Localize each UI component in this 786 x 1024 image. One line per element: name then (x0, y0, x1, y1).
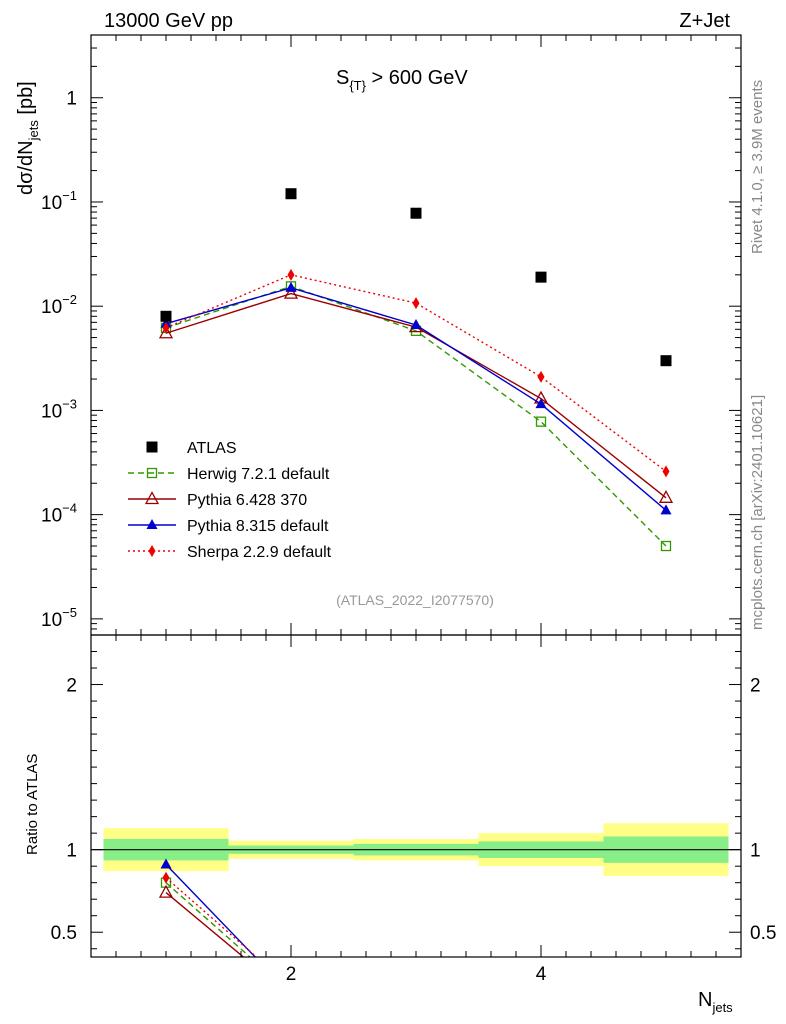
sherpa-marker (412, 297, 420, 310)
ratio-line (165, 877, 258, 957)
y-tick-label: 1 (66, 89, 77, 110)
ratio-tick-label-right: 1 (750, 841, 761, 862)
ratio-line (165, 882, 252, 957)
ratio-y-ticks (91, 634, 741, 950)
y-tick-label: 10−4 (41, 501, 77, 527)
data-marker (660, 355, 672, 367)
data-marker (535, 271, 547, 283)
legend: ATLAS Herwig 7.2.1 default Pythia 6.428 37… (128, 440, 332, 561)
ratio-panel: 2 4 0.5 0.5 1 1 2 2 (51, 35, 776, 985)
series-line (165, 285, 667, 547)
pythia6-marker (144, 491, 160, 505)
sherpa-marker (162, 871, 170, 884)
sherpa-marker (162, 321, 170, 334)
series-line (165, 274, 667, 472)
ratio-frame (90, 634, 742, 958)
sherpa-marker (662, 465, 670, 478)
data-marker (146, 441, 158, 453)
sherpa-marker (537, 370, 545, 383)
legend-label: Pythia 8.315 default (187, 518, 329, 535)
ratio-tick-label-left: 1 (66, 841, 77, 862)
y-tick-label: 10−2 (41, 292, 77, 318)
mc-series-ratio (158, 858, 258, 957)
y-tick-label: 10−5 (41, 605, 77, 631)
mcplots-label: mcplots.cern.ch [arXiv:2401.10621] (749, 395, 766, 630)
collision-label: 13000 GeV pp (104, 10, 233, 32)
legend-label: Herwig 7.2.1 default (187, 466, 330, 483)
main-panel: 10−5 10−4 10−3 10−2 10−1 1 (41, 34, 742, 636)
plot-title: S{T} > 600 GeV (336, 67, 468, 93)
pythia6-marker (158, 884, 174, 898)
process-label: Z+Jet (679, 10, 730, 32)
sherpa-marker (148, 545, 156, 557)
main-ticks (91, 34, 741, 636)
x-tick-label: 2 (286, 964, 297, 985)
sherpa-marker (287, 268, 295, 281)
herwig-marker (660, 540, 672, 552)
legend-label: Sherpa 2.2.9 default (187, 544, 332, 561)
pythia6-marker (658, 489, 674, 503)
pythia8-marker (535, 398, 547, 409)
ratio-tick-label-right: 2 (750, 676, 761, 697)
x-axis-label: Njets (698, 989, 733, 1015)
herwig-marker (146, 467, 158, 479)
ratio-tick-label-right: 0.5 (750, 923, 776, 944)
pythia8-marker (146, 519, 158, 529)
pythia6-marker (283, 285, 299, 299)
ratio-y-axis-label: Ratio to ATLAS (24, 754, 41, 855)
herwig-marker (535, 416, 547, 427)
main-y-axis-label: dσ/dNjets [pb] (15, 81, 41, 195)
x-tick-label: 4 (536, 964, 547, 985)
data-marker (285, 188, 297, 200)
data-marker (410, 207, 422, 219)
legend-label: Pythia 6.428 370 (187, 492, 307, 509)
rivet-label: Rivet 4.1.0, ≥ 3.9M events (749, 80, 766, 254)
mc-series-main (158, 268, 674, 552)
pythia6-marker (158, 325, 174, 339)
legend-label: ATLAS (187, 440, 237, 457)
x-ticks (115, 35, 742, 957)
ratio-tick-label-left: 0.5 (51, 923, 77, 944)
ratio-tick-label-left: 2 (66, 676, 77, 697)
pythia8-marker (660, 504, 672, 515)
ratio-line (165, 864, 257, 957)
pythia8-marker (410, 318, 422, 329)
y-tick-label: 10−3 (41, 396, 77, 422)
data-marker (160, 310, 172, 322)
pythia8-marker (285, 281, 297, 292)
y-tick-label: 10−1 (41, 188, 77, 214)
analysis-tag: (ATLAS_2022_I2077570) (336, 592, 494, 608)
pythia8-marker (160, 858, 172, 869)
